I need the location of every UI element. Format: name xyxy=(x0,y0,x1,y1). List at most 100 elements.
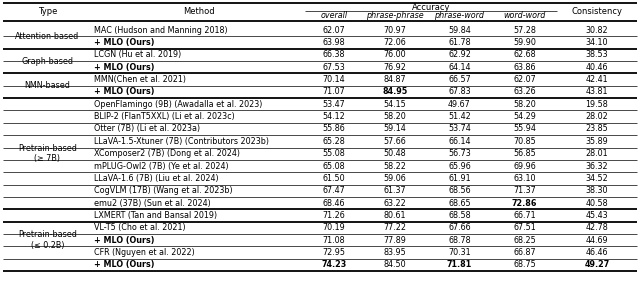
Text: 62.92: 62.92 xyxy=(448,50,471,59)
Text: emu2 (37B) (Sun et al. 2024): emu2 (37B) (Sun et al. 2024) xyxy=(94,199,211,207)
Text: 84.95: 84.95 xyxy=(382,87,408,96)
Text: XComposer2 (7B) (Dong et al. 2024): XComposer2 (7B) (Dong et al. 2024) xyxy=(94,149,240,158)
Text: 63.26: 63.26 xyxy=(513,87,536,96)
Text: 68.46: 68.46 xyxy=(323,199,345,207)
Text: NMN-based: NMN-based xyxy=(24,81,70,90)
Text: 77.22: 77.22 xyxy=(383,223,406,232)
Text: 28.01: 28.01 xyxy=(586,149,608,158)
Text: 42.41: 42.41 xyxy=(586,75,608,84)
Text: 46.46: 46.46 xyxy=(586,248,608,257)
Text: 30.82: 30.82 xyxy=(586,26,608,35)
Text: 28.02: 28.02 xyxy=(586,112,609,121)
Text: overall: overall xyxy=(321,11,348,21)
Text: 77.89: 77.89 xyxy=(383,236,406,245)
Text: 57.66: 57.66 xyxy=(383,137,406,146)
Text: 43.81: 43.81 xyxy=(586,87,608,96)
Text: Accuracy: Accuracy xyxy=(412,3,451,11)
Text: word-word: word-word xyxy=(503,11,546,21)
Text: 55.86: 55.86 xyxy=(323,125,346,133)
Text: 65.28: 65.28 xyxy=(323,137,346,146)
Text: 58.20: 58.20 xyxy=(513,100,536,109)
Text: mPLUG-Owl2 (7B) (Ye et al. 2024): mPLUG-Owl2 (7B) (Ye et al. 2024) xyxy=(94,162,228,170)
Text: 54.12: 54.12 xyxy=(323,112,346,121)
Text: 65.96: 65.96 xyxy=(448,162,471,170)
Text: Pretrain-based
(≤ 0.2B): Pretrain-based (≤ 0.2B) xyxy=(18,231,77,250)
Text: OpenFlamingo (9B) (Awadalla et al. 2023): OpenFlamingo (9B) (Awadalla et al. 2023) xyxy=(94,100,262,109)
Text: 67.51: 67.51 xyxy=(513,223,536,232)
Text: 55.94: 55.94 xyxy=(513,125,536,133)
Text: 66.57: 66.57 xyxy=(448,75,471,84)
Text: 45.43: 45.43 xyxy=(586,211,608,220)
Text: 71.37: 71.37 xyxy=(513,186,536,195)
Text: 70.19: 70.19 xyxy=(323,223,346,232)
Text: CFR (Nguyen et al. 2022): CFR (Nguyen et al. 2022) xyxy=(94,248,195,257)
Text: 42.78: 42.78 xyxy=(586,223,609,232)
Text: 57.28: 57.28 xyxy=(513,26,536,35)
Text: 72.86: 72.86 xyxy=(512,199,537,207)
Text: Otter (7B) (Li et al. 2023a): Otter (7B) (Li et al. 2023a) xyxy=(94,125,200,133)
Text: VL-T5 (Cho et al. 2021): VL-T5 (Cho et al. 2021) xyxy=(94,223,186,232)
Text: 66.71: 66.71 xyxy=(513,211,536,220)
Text: 38.53: 38.53 xyxy=(586,50,608,59)
Text: 66.38: 66.38 xyxy=(323,50,345,59)
Text: LLaVA-1.5-Xtuner (7B) (Contributors 2023b): LLaVA-1.5-Xtuner (7B) (Contributors 2023… xyxy=(94,137,269,146)
Text: 76.92: 76.92 xyxy=(383,63,406,72)
Text: 59.06: 59.06 xyxy=(383,174,406,183)
Text: Consistency: Consistency xyxy=(572,7,623,17)
Text: 74.23: 74.23 xyxy=(321,260,347,269)
Text: 68.58: 68.58 xyxy=(448,211,471,220)
Text: 36.32: 36.32 xyxy=(586,162,608,170)
Text: 50.48: 50.48 xyxy=(384,149,406,158)
Text: 68.75: 68.75 xyxy=(513,260,536,269)
Text: 67.83: 67.83 xyxy=(448,87,471,96)
Text: 62.07: 62.07 xyxy=(323,26,346,35)
Text: 70.14: 70.14 xyxy=(323,75,346,84)
Text: 80.61: 80.61 xyxy=(384,211,406,220)
Text: 61.37: 61.37 xyxy=(384,186,406,195)
Text: Graph-based: Graph-based xyxy=(22,56,74,66)
Text: 83.95: 83.95 xyxy=(383,248,406,257)
Text: 68.78: 68.78 xyxy=(448,236,471,245)
Text: 63.86: 63.86 xyxy=(513,63,536,72)
Text: LLaVA-1.6 (7B) (Liu et al. 2024): LLaVA-1.6 (7B) (Liu et al. 2024) xyxy=(94,174,219,183)
Text: 70.31: 70.31 xyxy=(448,248,471,257)
Text: 34.10: 34.10 xyxy=(586,38,608,47)
Text: Pretrain-based
(≥ 7B): Pretrain-based (≥ 7B) xyxy=(18,144,77,163)
Text: 72.06: 72.06 xyxy=(383,38,406,47)
Text: 72.95: 72.95 xyxy=(323,248,346,257)
Text: phrase-phrase: phrase-phrase xyxy=(366,11,424,21)
Text: 54.15: 54.15 xyxy=(383,100,406,109)
Text: 67.53: 67.53 xyxy=(323,63,346,72)
Text: + MLO (Ours): + MLO (Ours) xyxy=(94,63,154,72)
Text: 62.07: 62.07 xyxy=(513,75,536,84)
Text: 40.46: 40.46 xyxy=(586,63,608,72)
Text: 62.68: 62.68 xyxy=(513,50,536,59)
Text: 40.58: 40.58 xyxy=(586,199,608,207)
Text: 63.98: 63.98 xyxy=(323,38,346,47)
Text: 69.96: 69.96 xyxy=(513,162,536,170)
Text: 67.47: 67.47 xyxy=(323,186,346,195)
Text: 71.26: 71.26 xyxy=(323,211,346,220)
Text: + MLO (Ours): + MLO (Ours) xyxy=(94,87,154,96)
Text: 49.27: 49.27 xyxy=(584,260,610,269)
Text: + MLO (Ours): + MLO (Ours) xyxy=(94,38,154,47)
Text: Type: Type xyxy=(38,7,57,17)
Text: 19.58: 19.58 xyxy=(586,100,609,109)
Text: 68.65: 68.65 xyxy=(448,199,471,207)
Text: 59.90: 59.90 xyxy=(513,38,536,47)
Text: 59.84: 59.84 xyxy=(448,26,471,35)
Text: 84.50: 84.50 xyxy=(384,260,406,269)
Text: 76.00: 76.00 xyxy=(384,50,406,59)
Text: MMN(Chen et al. 2021): MMN(Chen et al. 2021) xyxy=(94,75,186,84)
Text: 66.87: 66.87 xyxy=(513,248,536,257)
Text: 84.87: 84.87 xyxy=(384,75,406,84)
Text: 23.85: 23.85 xyxy=(586,125,609,133)
Text: 71.08: 71.08 xyxy=(323,236,346,245)
Text: 56.73: 56.73 xyxy=(448,149,471,158)
Text: 70.97: 70.97 xyxy=(383,26,406,35)
Text: 64.14: 64.14 xyxy=(448,63,471,72)
Text: 59.14: 59.14 xyxy=(383,125,406,133)
Text: 67.66: 67.66 xyxy=(448,223,471,232)
Text: BLIP-2 (FlanT5XXL) (Li et al. 2023c): BLIP-2 (FlanT5XXL) (Li et al. 2023c) xyxy=(94,112,235,121)
Text: 71.07: 71.07 xyxy=(323,87,346,96)
